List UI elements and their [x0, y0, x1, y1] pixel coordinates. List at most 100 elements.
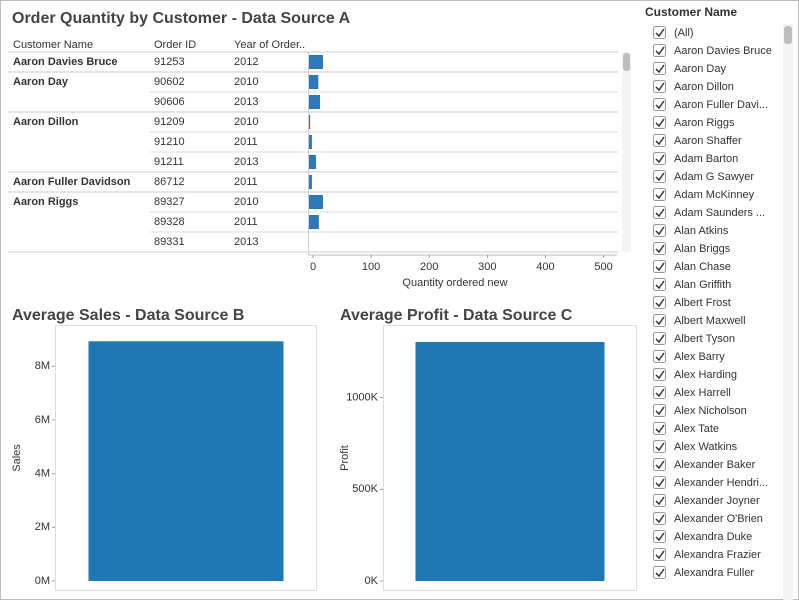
year: 2010: [234, 196, 258, 208]
filter-item-label[interactable]: Alexander Joyner: [674, 495, 760, 507]
order-id: 89328: [154, 216, 185, 228]
chart-title: Average Profit - Data Source C: [340, 307, 573, 324]
x-tick-label: 400: [536, 261, 554, 273]
checkbox[interactable]: [653, 116, 666, 129]
bar: [415, 341, 605, 581]
checkbox[interactable]: [653, 494, 666, 507]
checkbox[interactable]: [653, 260, 666, 273]
checkbox[interactable]: [653, 422, 666, 435]
order-id: 90606: [154, 96, 185, 108]
checkbox[interactable]: [653, 26, 666, 39]
filter-item-label[interactable]: Alex Watkins: [674, 441, 738, 453]
x-axis-title: Quantity ordered new: [402, 277, 507, 289]
filter-item-label[interactable]: Aaron Davies Bruce: [674, 45, 772, 57]
filter-item-label[interactable]: Alan Briggs: [674, 243, 731, 255]
filter-item-label[interactable]: Albert Frost: [674, 297, 731, 309]
checkbox[interactable]: [653, 44, 666, 57]
check-mark: [655, 550, 665, 560]
checkbox[interactable]: [653, 458, 666, 471]
checkbox[interactable]: [653, 512, 666, 525]
checkbox[interactable]: [653, 242, 666, 255]
checkbox[interactable]: [653, 224, 666, 237]
check-mark: [655, 316, 665, 326]
filter-item-label[interactable]: Alex Harrell: [674, 387, 731, 399]
filter-item-label[interactable]: Alexandra Fuller: [674, 567, 754, 579]
customer-name: Aaron Day: [13, 76, 69, 88]
bar: [309, 115, 311, 129]
checkbox[interactable]: [653, 404, 666, 417]
check-mark: [655, 406, 665, 416]
check-mark: [655, 244, 665, 254]
checkbox[interactable]: [653, 152, 666, 165]
x-tick-label: 100: [362, 261, 380, 273]
chart-title: Average Sales - Data Source B: [12, 307, 244, 324]
filter-item-label[interactable]: Alexander Baker: [674, 459, 756, 471]
filter-item-label[interactable]: Adam G Sawyer: [674, 171, 754, 183]
sales-pane: [55, 325, 317, 591]
customer-name: Aaron Riggs: [13, 196, 78, 208]
checkbox[interactable]: [653, 440, 666, 453]
check-mark: [655, 190, 665, 200]
bar: [309, 95, 321, 109]
filter-item-label[interactable]: Aaron Riggs: [674, 117, 735, 129]
order-id: 91253: [154, 56, 185, 68]
checkbox[interactable]: [653, 386, 666, 399]
checkbox[interactable]: [653, 80, 666, 93]
y-tick-label: 8M: [35, 360, 50, 372]
check-mark: [655, 370, 665, 380]
checkbox[interactable]: [653, 188, 666, 201]
filter-item-label[interactable]: Alan Atkins: [674, 225, 729, 237]
filter-item-label[interactable]: Adam Barton: [674, 153, 738, 165]
filter-item-label[interactable]: Albert Tyson: [674, 333, 735, 345]
filter-item-label[interactable]: Alexandra Frazier: [674, 549, 761, 561]
check-mark: [655, 172, 665, 182]
checkbox[interactable]: [653, 134, 666, 147]
filter-item-label[interactable]: Alan Chase: [674, 261, 731, 273]
y-axis-title: Profit: [339, 445, 351, 471]
checkbox[interactable]: [653, 530, 666, 543]
checkbox[interactable]: [653, 296, 666, 309]
checkbox[interactable]: [653, 278, 666, 291]
filter-scroll-track: [783, 24, 793, 600]
scrollbar[interactable]: [623, 53, 630, 71]
filter-item-label[interactable]: Alex Tate: [674, 423, 719, 435]
filter-item-label[interactable]: Aaron Dillon: [674, 81, 734, 93]
y-tick-label: 0M: [35, 575, 50, 587]
filter-scrollbar[interactable]: [784, 26, 792, 44]
check-mark: [655, 262, 665, 272]
filter-item-label[interactable]: Adam McKinney: [674, 189, 755, 201]
checkbox[interactable]: [653, 206, 666, 219]
checkbox[interactable]: [653, 332, 666, 345]
filter-item-label[interactable]: Adam Saunders ...: [674, 207, 765, 219]
checkbox[interactable]: [653, 476, 666, 489]
y-tick-label: 2M: [35, 521, 50, 533]
checkbox[interactable]: [653, 350, 666, 363]
y-tick-label: 0K: [365, 575, 379, 587]
filter-item-label[interactable]: Aaron Fuller Davi...: [674, 99, 768, 111]
customer-name: Aaron Fuller Davidson: [13, 176, 131, 188]
filter-item-label[interactable]: Alex Barry: [674, 351, 725, 363]
filter-item-label[interactable]: Alex Nicholson: [674, 405, 747, 417]
year: 2012: [234, 56, 258, 68]
filter-item-label[interactable]: Albert Maxwell: [674, 315, 746, 327]
checkbox[interactable]: [653, 566, 666, 579]
filter-item-label[interactable]: Aaron Day: [674, 63, 726, 75]
checkbox[interactable]: [653, 314, 666, 327]
year: 2011: [234, 216, 258, 228]
checkbox[interactable]: [653, 170, 666, 183]
y-tick-label: 6M: [35, 414, 50, 426]
filter-item-label[interactable]: Alan Griffith: [674, 279, 731, 291]
checkbox[interactable]: [653, 98, 666, 111]
column-header: Order ID: [154, 39, 196, 51]
bar: [309, 135, 312, 149]
filter-item-label[interactable]: Alexander Hendri...: [674, 477, 768, 489]
checkbox[interactable]: [653, 62, 666, 75]
filter-item-label[interactable]: Aaron Shaffer: [674, 135, 742, 147]
checkbox[interactable]: [653, 368, 666, 381]
filter-item-label[interactable]: (All): [674, 27, 694, 39]
filter-item-label[interactable]: Alexander O'Brien: [674, 513, 763, 525]
checkbox[interactable]: [653, 548, 666, 561]
x-tick-label: 300: [478, 261, 496, 273]
filter-item-label[interactable]: Alexandra Duke: [674, 531, 752, 543]
filter-item-label[interactable]: Alex Harding: [674, 369, 737, 381]
